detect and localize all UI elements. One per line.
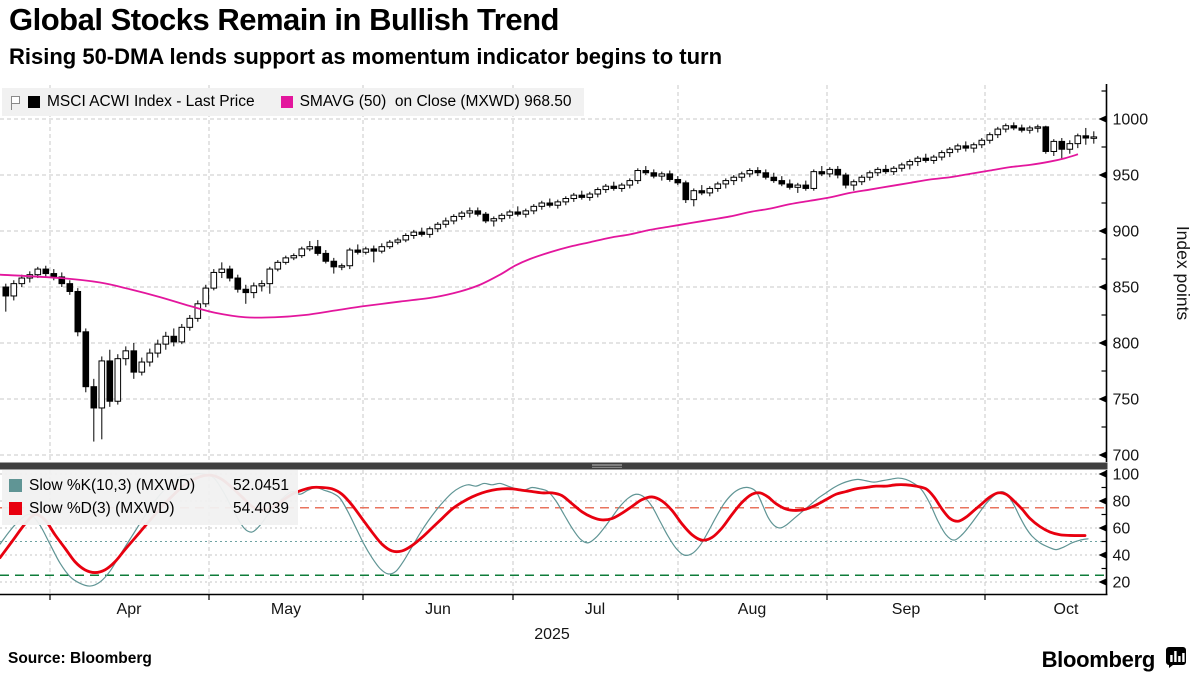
stochastic-legend: Slow %K(10,3) (MXWD) 52.0451 Slow %D(3) … bbox=[2, 470, 298, 525]
x-axis-year-label: 2025 bbox=[534, 626, 570, 643]
stoch-y-tick-label: 20 bbox=[1113, 575, 1131, 592]
main-y-axis bbox=[1098, 84, 1108, 462]
pin-icon[interactable] bbox=[8, 94, 21, 111]
slow-k-legend-row[interactable]: Slow %K(10,3) (MXWD) 52.0451 bbox=[9, 474, 289, 497]
slow-d-legend-row[interactable]: Slow %D(3) (MXWD) 54.4039 bbox=[9, 497, 289, 520]
x-tick-label-month: Apr bbox=[117, 601, 143, 618]
sma-line bbox=[0, 153, 1079, 319]
stoch-y-tick-label: 80 bbox=[1113, 494, 1131, 511]
main-gridlines bbox=[0, 85, 1105, 461]
bloomberg-terminal-icon bbox=[1164, 645, 1188, 674]
stoch-y-tick-label: 100 bbox=[1113, 467, 1140, 484]
source-attribution: Source: Bloomberg bbox=[8, 650, 152, 667]
x-tick-label-month: Sep bbox=[892, 601, 921, 618]
slow-d-swatch bbox=[9, 502, 22, 515]
smavg-legend-swatch bbox=[280, 96, 293, 108]
main-y-tick-label: 700 bbox=[1113, 448, 1140, 465]
price-legend-swatch bbox=[28, 96, 40, 108]
x-tick-label-month: Jun bbox=[425, 601, 451, 618]
page-title: Global Stocks Remain in Bullish Trend bbox=[9, 2, 559, 37]
main-y-tick-label: 800 bbox=[1113, 336, 1140, 353]
slow-k-swatch bbox=[9, 479, 22, 492]
x-tick-label-month: May bbox=[271, 601, 301, 618]
x-tick-label-month: Oct bbox=[1054, 601, 1079, 618]
price-legend-label[interactable]: MSCI ACWI Index - Last Price bbox=[47, 93, 255, 110]
x-tick-label-month: Aug bbox=[738, 601, 766, 618]
stoch-y-tick-label: 60 bbox=[1113, 521, 1131, 538]
main-y-tick-label: 900 bbox=[1113, 224, 1140, 241]
page-subtitle: Rising 50-DMA lends support as momentum … bbox=[9, 44, 723, 69]
panel-divider[interactable] bbox=[0, 462, 1108, 470]
bloomberg-logo: Bloomberg bbox=[1042, 645, 1188, 674]
bloomberg-wordmark: Bloomberg bbox=[1041, 646, 1156, 672]
main-y-axis-title: Index points bbox=[1173, 226, 1193, 321]
slow-k-label: Slow %K(10,3) (MXWD) bbox=[29, 476, 196, 494]
main-y-tick-label: 750 bbox=[1113, 392, 1140, 409]
main-chart-legend: MSCI ACWI Index - Last Price SMAVG (50) … bbox=[2, 88, 584, 116]
candlesticks bbox=[2, 122, 1098, 442]
main-y-tick-label: 950 bbox=[1113, 168, 1140, 185]
x-tick-label-month: Jul bbox=[585, 601, 605, 618]
slow-d-value: 54.4039 bbox=[232, 499, 289, 517]
smavg-legend-label[interactable]: SMAVG (50) on Close (MXWD) 968.50 bbox=[299, 93, 572, 110]
main-y-tick-label: 850 bbox=[1113, 280, 1140, 297]
x-axis bbox=[0, 593, 1108, 600]
stoch-y-axis bbox=[1098, 470, 1108, 595]
main-y-tick-label: 1000 bbox=[1113, 112, 1149, 129]
slow-k-value: 52.0451 bbox=[232, 476, 289, 494]
stoch-y-tick-label: 40 bbox=[1113, 548, 1131, 565]
slow-d-label: Slow %D(3) (MXWD) bbox=[29, 499, 175, 517]
